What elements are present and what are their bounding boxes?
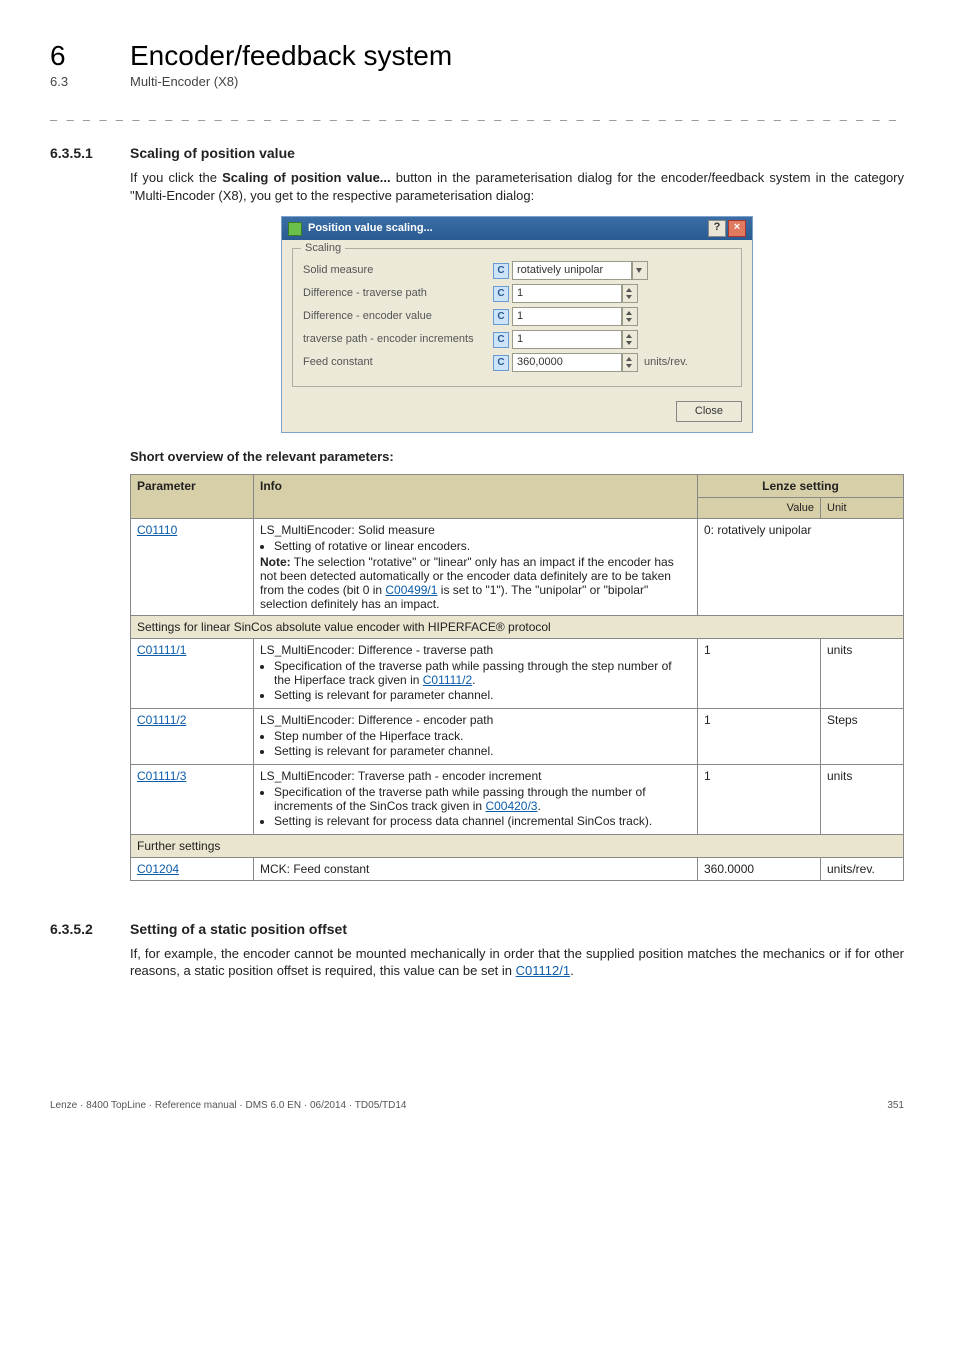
info-bullet: Specification of the traverse path while… xyxy=(274,785,691,813)
setting-value: 1 xyxy=(698,764,821,834)
code-icon: C xyxy=(493,332,509,348)
diff-traverse-label: Difference - traverse path xyxy=(303,286,493,301)
info-head: LS_MultiEncoder: Difference - encoder pa… xyxy=(260,713,493,727)
parameter-table: Parameter Info Lenze setting Value Unit … xyxy=(130,474,904,881)
info-bullet: Setting is relevant for parameter channe… xyxy=(274,688,691,702)
info-head: LS_MultiEncoder: Solid measure xyxy=(260,523,435,537)
info-bullet: Setting of rotative or linear encoders. xyxy=(274,539,691,553)
subsection-number: 6.3.5.2 xyxy=(50,921,130,937)
diff-encoder-label: Difference - encoder value xyxy=(303,309,493,324)
table-section: Further settings xyxy=(131,834,904,857)
diff-encoder-input[interactable]: 1 xyxy=(512,307,622,326)
setting-unit: Steps xyxy=(821,708,904,764)
col-unit: Unit xyxy=(821,497,904,518)
param-link[interactable]: C00499/1 xyxy=(385,583,437,597)
chapter-title: Encoder/feedback system xyxy=(130,40,452,72)
divider: _ _ _ _ _ _ _ _ _ _ _ _ _ _ _ _ _ _ _ _ … xyxy=(50,107,904,121)
table-row: C01111/2 LS_MultiEncoder: Difference - e… xyxy=(131,708,904,764)
table-section: Settings for linear SinCos absolute valu… xyxy=(131,615,904,638)
overview-heading: Short overview of the relevant parameter… xyxy=(130,449,904,464)
paragraph: If, for example, the encoder cannot be m… xyxy=(130,945,904,980)
info-text: MCK: Feed constant xyxy=(254,857,698,880)
table-row: C01110 LS_MultiEncoder: Solid measure Se… xyxy=(131,518,904,615)
setting-value: 1 xyxy=(698,708,821,764)
param-link[interactable]: C01111/2 xyxy=(423,673,472,687)
table-row: C01111/3 LS_MultiEncoder: Traverse path … xyxy=(131,764,904,834)
close-button[interactable]: Close xyxy=(676,401,742,422)
setting-value: 0: rotatively unipolar xyxy=(698,518,904,615)
code-icon: C xyxy=(493,263,509,279)
feed-constant-label: Feed constant xyxy=(303,355,493,370)
section-number: 6.3 xyxy=(50,74,130,89)
info-head: LS_MultiEncoder: Traverse path - encoder… xyxy=(260,769,541,783)
subsection-number: 6.3.5.1 xyxy=(50,145,130,161)
dialog-title: Position value scaling... xyxy=(308,221,706,236)
page-number: 351 xyxy=(887,1100,904,1111)
param-link[interactable]: C01204 xyxy=(137,862,179,876)
table-row: C01204 MCK: Feed constant 360.0000 units… xyxy=(131,857,904,880)
setting-unit: units/rev. xyxy=(821,857,904,880)
chevron-down-icon[interactable] xyxy=(632,261,648,280)
help-button[interactable]: ? xyxy=(708,220,726,237)
subsection-title: Setting of a static position offset xyxy=(130,921,347,937)
param-link[interactable]: C01111/2 xyxy=(137,713,186,727)
param-link[interactable]: C01111/1 xyxy=(137,643,186,657)
close-icon[interactable]: × xyxy=(728,220,746,237)
col-setting: Lenze setting xyxy=(698,474,904,497)
param-link[interactable]: C01111/3 xyxy=(137,769,186,783)
col-info: Info xyxy=(254,474,698,518)
spinner-icon[interactable] xyxy=(622,284,638,303)
setting-value: 360.0000 xyxy=(698,857,821,880)
solid-measure-label: Solid measure xyxy=(303,263,493,278)
fieldset-legend: Scaling xyxy=(301,241,345,256)
info-bullet: Setting is relevant for parameter channe… xyxy=(274,744,691,758)
param-link[interactable]: C01110 xyxy=(137,523,177,537)
info-head: LS_MultiEncoder: Difference - traverse p… xyxy=(260,643,493,657)
param-link[interactable]: C01112/1 xyxy=(516,963,570,978)
dialog-window: Position value scaling... ? × Scaling So… xyxy=(281,216,753,433)
traverse-increments-input[interactable]: 1 xyxy=(512,330,622,349)
info-bullet: Setting is relevant for process data cha… xyxy=(274,814,691,828)
col-parameter: Parameter xyxy=(131,474,254,518)
subsection-title: Scaling of position value xyxy=(130,145,295,161)
feed-constant-input[interactable]: 360,0000 xyxy=(512,353,622,372)
spinner-icon[interactable] xyxy=(622,307,638,326)
setting-unit: units xyxy=(821,638,904,708)
app-icon xyxy=(288,222,302,236)
chapter-number: 6 xyxy=(50,40,130,72)
spinner-icon[interactable] xyxy=(622,353,638,372)
section-title: Multi-Encoder (X8) xyxy=(130,74,238,89)
traverse-increments-label: traverse path - encoder increments xyxy=(303,332,493,347)
setting-unit: units xyxy=(821,764,904,834)
diff-traverse-input[interactable]: 1 xyxy=(512,284,622,303)
code-icon: C xyxy=(493,286,509,302)
info-bullet: Specification of the traverse path while… xyxy=(274,659,691,687)
note-label: Note: xyxy=(260,555,291,569)
table-row: C01111/1 LS_MultiEncoder: Difference - t… xyxy=(131,638,904,708)
scaling-fieldset: Scaling Solid measure C rotatively unipo… xyxy=(292,248,742,387)
setting-value: 1 xyxy=(698,638,821,708)
code-icon: C xyxy=(493,355,509,371)
info-bullet: Step number of the Hiperface track. xyxy=(274,729,691,743)
dialog-titlebar: Position value scaling... ? × xyxy=(282,217,752,240)
spinner-icon[interactable] xyxy=(622,330,638,349)
code-icon: C xyxy=(493,309,509,325)
footer-left: Lenze · 8400 TopLine · Reference manual … xyxy=(50,1100,407,1111)
param-link[interactable]: C00420/3 xyxy=(485,799,537,813)
paragraph: If you click the Scaling of position val… xyxy=(130,169,904,204)
col-value: Value xyxy=(698,497,821,518)
feed-constant-unit: units/rev. xyxy=(644,355,688,370)
solid-measure-select[interactable]: rotatively unipolar xyxy=(512,261,632,280)
